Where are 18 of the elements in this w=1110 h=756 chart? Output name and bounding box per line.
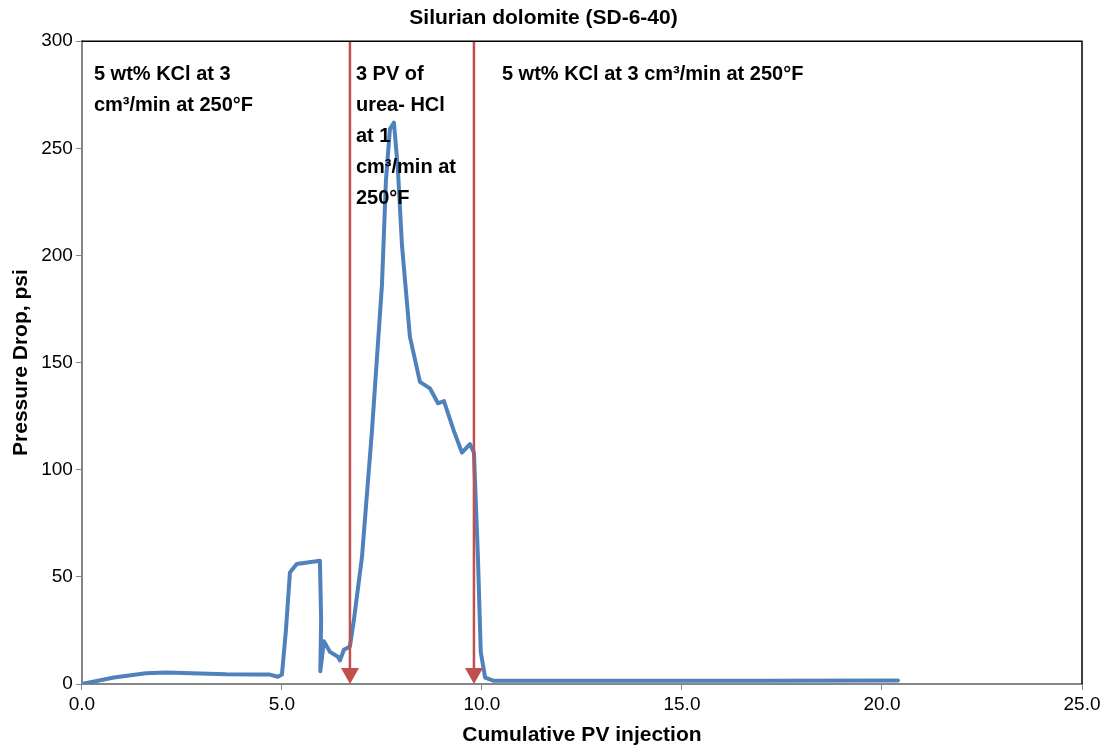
y-axis-title: Pressure Drop, psi	[8, 269, 32, 456]
x-tick-label: 25.0	[1063, 692, 1101, 714]
x-tick-label: 10.0	[463, 692, 501, 714]
x-tick-label: 5.0	[268, 692, 296, 714]
y-tick-label: 0	[62, 672, 73, 694]
x-tick-label: 15.0	[663, 692, 701, 714]
y-tick-label: 50	[51, 565, 73, 587]
y-tick-label: 250	[41, 136, 73, 158]
y-tick-label: 200	[41, 243, 73, 265]
y-tick-label: 150	[41, 350, 73, 372]
x-tick-label: 0.0	[68, 692, 96, 714]
chart-title: Silurian dolomite (SD-6-40)	[409, 5, 678, 29]
x-axis-title: Cumulative PV injection	[462, 722, 702, 746]
annotation: 5 wt% KCl at 3 cm³/min at 250°F	[501, 62, 804, 85]
annotation: 5 wt% KCl at 3 cm³/min at 250°F	[93, 62, 254, 116]
y-tick-label: 100	[41, 457, 73, 479]
y-tick-label: 300	[41, 29, 73, 51]
x-tick-label: 20.0	[863, 692, 901, 714]
